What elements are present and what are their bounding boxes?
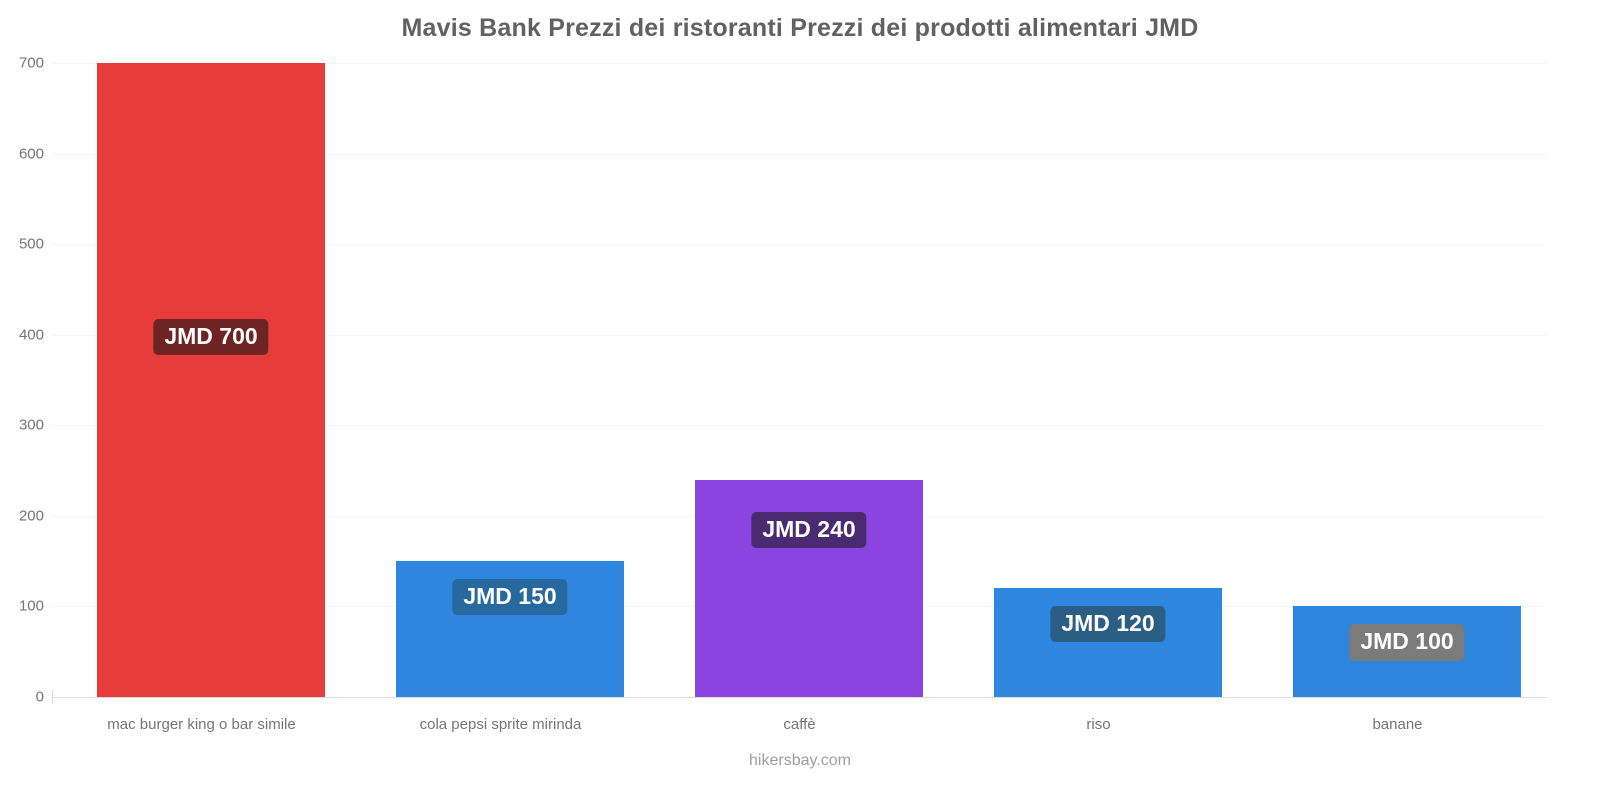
watermark: hikersbay.com bbox=[749, 752, 851, 769]
chart-title: Mavis Bank Prezzi dei ristoranti Prezzi … bbox=[401, 14, 1199, 42]
bar-slot: JMD 100 bbox=[1248, 63, 1547, 697]
y-tick-label: 400 bbox=[18, 326, 44, 344]
gridline bbox=[52, 63, 1547, 64]
bar-value-label: JMD 700 bbox=[153, 319, 269, 356]
bar-riso[interactable]: JMD 120 bbox=[994, 588, 1222, 697]
bar-slot: JMD 240 bbox=[650, 63, 949, 697]
x-tick-label: cola pepsi sprite mirinda bbox=[419, 716, 582, 733]
bar-slot: JMD 120 bbox=[949, 63, 1248, 697]
x-tick-label: caffè bbox=[783, 716, 816, 733]
x-axis-line bbox=[52, 697, 1547, 698]
bar-caffe[interactable]: JMD 240 bbox=[695, 479, 923, 697]
gridline bbox=[52, 425, 1547, 427]
bar-value-label: JMD 150 bbox=[452, 579, 568, 616]
y-tick-label: 0 bbox=[35, 688, 44, 706]
gridline bbox=[52, 244, 1547, 246]
bar-value-label: JMD 120 bbox=[1050, 606, 1166, 643]
x-tick-label: banane bbox=[1372, 716, 1423, 733]
gridline bbox=[52, 153, 1547, 155]
x-tick-label: riso bbox=[1086, 716, 1111, 733]
y-tick-label: 200 bbox=[18, 507, 44, 525]
x-axis-labels: mac burger king o bar simile cola pepsi … bbox=[52, 706, 1547, 740]
y-tick-label: 300 bbox=[18, 416, 44, 434]
bar-slot: JMD 150 bbox=[351, 63, 650, 697]
bar-value-label: JMD 100 bbox=[1349, 624, 1465, 661]
y-axis-tick bbox=[52, 690, 53, 704]
y-tick-label: 100 bbox=[18, 597, 44, 615]
bar-series: JMD 700 JMD 150 JMD 240 JMD 120 JMD 100 bbox=[52, 63, 1547, 697]
bar-mac-burger-king-o-bar-simile[interactable]: JMD 700 bbox=[97, 63, 325, 697]
x-tick-label: mac burger king o bar simile bbox=[107, 716, 296, 733]
bar-cola-pepsi-sprite-mirinda[interactable]: JMD 150 bbox=[396, 561, 624, 697]
y-tick-label: 600 bbox=[18, 145, 44, 163]
y-axis-labels: 700 600 500 400 300 200 100 0 bbox=[0, 55, 44, 706]
y-tick-label: 500 bbox=[18, 235, 44, 253]
gridline bbox=[52, 334, 1547, 336]
bar-banane[interactable]: JMD 100 bbox=[1293, 606, 1521, 697]
y-tick-label: 700 bbox=[18, 54, 44, 72]
bar-slot: JMD 700 bbox=[52, 63, 351, 697]
bar-value-label: JMD 240 bbox=[751, 511, 867, 548]
